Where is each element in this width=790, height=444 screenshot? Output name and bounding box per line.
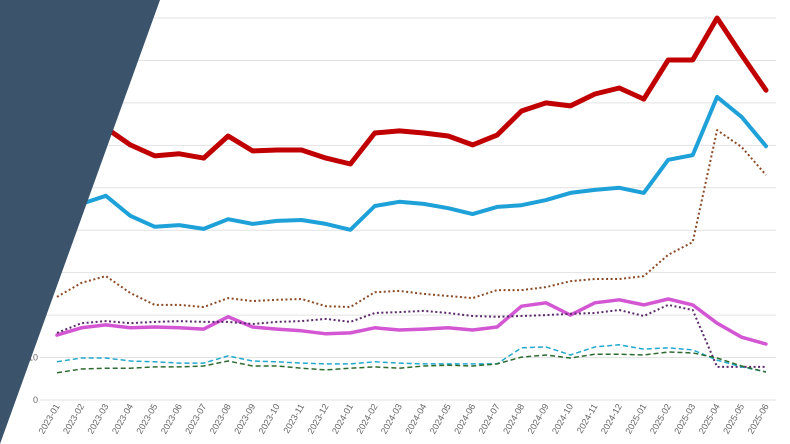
x-tick-label: 2024-02 [354,402,379,436]
x-tick-label: 2024-12 [599,402,624,436]
y-tick-label: 10 [28,353,38,363]
series-line [54,15,769,167]
x-tick-label: 2023-11 [281,402,306,435]
corner-overlay [0,0,160,444]
x-tick-label: 2025-02 [648,402,673,436]
x-tick-label: 2024-08 [501,402,526,436]
series-line [56,129,767,308]
series-line [55,297,768,346]
x-tick-label: 2024-06 [452,402,477,436]
x-tick-label: 2025-04 [697,402,722,436]
x-tick-label: 2024-03 [379,402,404,436]
x-tick-label: 2024-10 [550,402,575,436]
x-tick-label: 2024-11 [575,402,600,435]
series-line [56,344,767,373]
x-tick-label: 2025-05 [721,402,746,436]
x-tick-label: 2023-03 [85,402,110,436]
x-tick-label: 2023-12 [305,402,330,436]
x-tick-label: 2023-08 [208,402,233,436]
x-tick-label: 2025-01 [623,402,648,436]
series-line [56,351,767,374]
x-tick-label: 2023-06 [159,402,184,436]
y-tick-label: 0 [33,395,38,405]
x-tick-label: 2024-01 [330,402,355,436]
x-tick-label: 2025-06 [746,402,771,436]
x-tick-label: 2025-03 [672,402,697,436]
x-tick-label: 2024-09 [526,402,551,436]
x-tick-label: 2023-10 [257,402,282,436]
x-tick-label: 2023-04 [110,402,135,436]
x-tick-label: 2023-02 [61,402,86,436]
x-tick-label: 2023-09 [232,402,257,436]
x-tick-label: 2024-05 [428,402,453,436]
x-tick-label: 2023-01 [37,402,62,436]
x-tick-label: 2023-05 [134,402,159,436]
x-tick-label: 2023-07 [183,402,208,436]
series-line [55,94,768,232]
x-tick-label: 2024-04 [403,402,428,436]
x-tick-label: 2024-07 [477,402,502,436]
